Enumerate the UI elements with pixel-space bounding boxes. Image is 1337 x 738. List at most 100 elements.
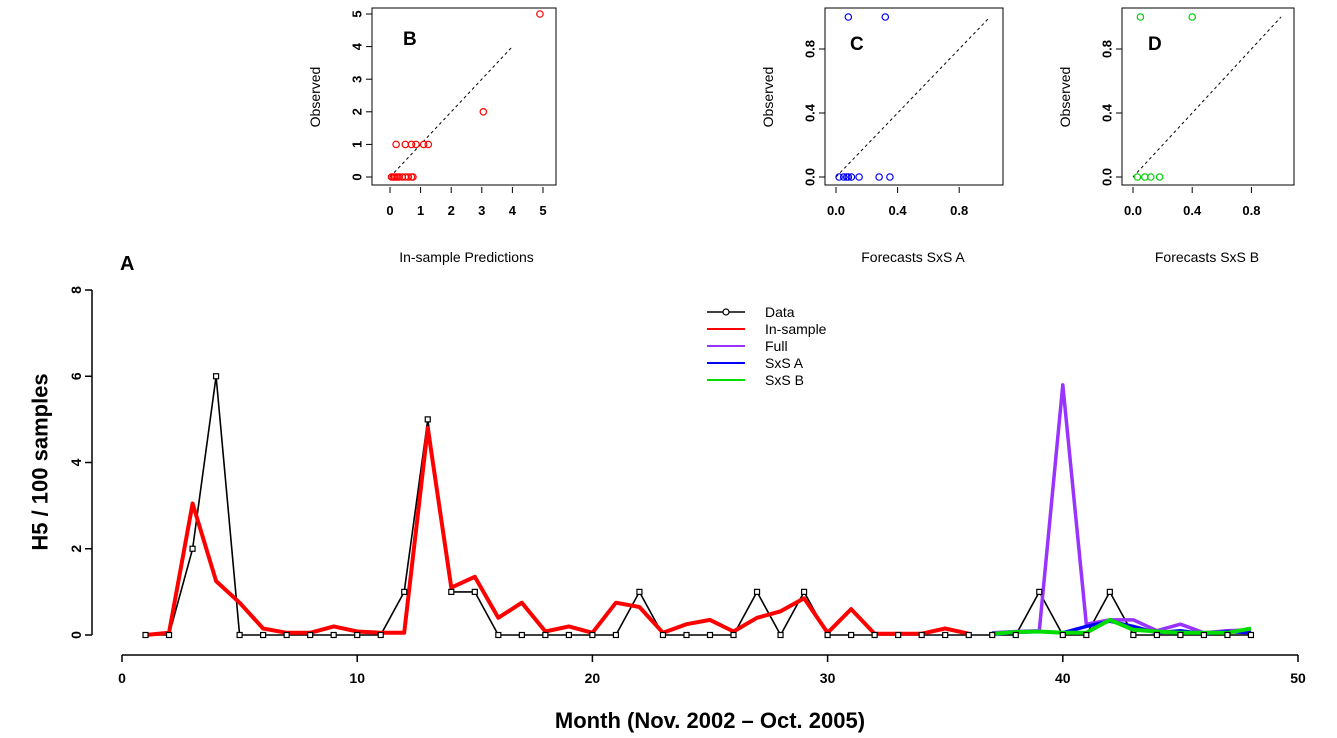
scatter-point [886, 173, 894, 181]
data-point [471, 588, 478, 595]
y-tick-label: 0.8 [803, 40, 818, 58]
y-tick-label: 4 [350, 42, 365, 50]
data-point [777, 631, 784, 639]
y-tick-label: 0 [68, 631, 84, 639]
x-axis-title: Month (Nov. 2002 – Oct. 2005) [555, 708, 865, 733]
data-point [706, 631, 714, 639]
scatter-point [844, 13, 853, 21]
data-point [800, 588, 808, 595]
reference-diagonal [1132, 16, 1282, 178]
x-tick-label: 10 [349, 670, 365, 686]
panel-d: 0.0 0.4 0.8 0.0 0.4 0.8 D Observed Forecasts SxS… [1057, 7, 1295, 265]
y-tick-label: 1 [350, 141, 365, 148]
y-axis-title: Observed [760, 67, 776, 128]
data-point [142, 631, 149, 639]
y-tick-label: 2 [350, 108, 365, 115]
y-tick-label: 4 [68, 458, 84, 466]
data-point [730, 631, 737, 639]
scatter-point [392, 140, 400, 149]
data-point [448, 588, 455, 595]
x-tick-label: 30 [820, 670, 836, 686]
scatter-point [409, 173, 417, 181]
series-line-data [145, 375, 1251, 636]
data-point [965, 631, 972, 639]
legend-label: SxS B [765, 372, 804, 388]
data-point [1036, 588, 1043, 595]
data-point [307, 631, 314, 639]
panel-a: 0 10 20 30 40 50 0 2 4 6 8 Month (Nov. 2002 – Oct. … [28, 253, 1306, 733]
data-point [542, 631, 549, 639]
x-tick-label: 0 [386, 203, 393, 218]
data-point [659, 631, 667, 639]
data-point [518, 631, 525, 639]
y-axis-title: Observed [1057, 67, 1073, 128]
legend-label: Full [765, 338, 788, 354]
y-axis-title: Observed [307, 67, 323, 128]
data-point [1247, 631, 1255, 639]
data-point [989, 631, 996, 639]
scatter-point [404, 173, 413, 181]
x-tick-label: 20 [585, 670, 601, 686]
x-tick-label: 2 [448, 203, 455, 218]
legend-marker [722, 308, 730, 316]
y-axis-title: H5 / 100 samples [28, 373, 53, 550]
x-tick-label: 50 [1290, 670, 1306, 686]
series-line-full [992, 383, 1252, 635]
data-point [636, 588, 643, 595]
data-point [236, 631, 243, 639]
reference-diagonal [835, 16, 991, 178]
data-point [942, 631, 949, 639]
x-tick-label: 3 [478, 203, 485, 218]
y-tick-label: 0.8 [1100, 40, 1115, 58]
data-point [377, 631, 384, 639]
plot-frame [824, 7, 1004, 186]
y-tick-label: 6 [68, 372, 84, 380]
plot-frame [371, 7, 557, 186]
x-axis-title: In-sample Predictions [399, 249, 534, 265]
data-point [212, 373, 220, 380]
data-point [354, 631, 361, 639]
data-point [918, 631, 925, 639]
scatter-point [1136, 13, 1145, 21]
x-tick-label: 40 [1055, 670, 1071, 686]
data-point [895, 631, 902, 639]
scatter-point [1155, 173, 1164, 181]
data-point [495, 631, 502, 639]
scatter-point [875, 173, 883, 181]
data-point [1224, 631, 1231, 639]
reference-diagonal [389, 46, 513, 178]
data-point [165, 631, 173, 639]
series-line-sxs-b [992, 617, 1252, 636]
data-point [1059, 631, 1066, 639]
data-point [424, 416, 431, 423]
data-point [1130, 631, 1137, 639]
panel-label-b: B [403, 29, 417, 50]
y-tick-label: 0.4 [803, 103, 818, 122]
y-tick-label: 0.0 [1100, 168, 1115, 186]
x-tick-label: 0.8 [1242, 203, 1260, 218]
legend-label: Data [765, 304, 795, 320]
scatter-point [844, 173, 853, 181]
x-tick-label: 0.0 [827, 203, 845, 218]
y-tick-label: 0.4 [1100, 103, 1115, 122]
x-tick-label: 5 [539, 203, 546, 218]
data-point [612, 631, 620, 639]
data-point [189, 545, 196, 552]
x-axis-title: Forecasts SxS B [1155, 249, 1259, 265]
scatter-point [1146, 173, 1155, 181]
data-point [1012, 631, 1019, 639]
y-tick-label: 2 [68, 545, 84, 553]
data-point [1106, 588, 1113, 595]
scatter-point [412, 140, 420, 149]
data-point [283, 631, 290, 639]
data-point [260, 631, 267, 639]
y-tick-label: 8 [68, 286, 84, 294]
data-point [589, 631, 596, 639]
scatter-point [479, 108, 488, 116]
scatter-point [536, 10, 544, 18]
data-point [330, 631, 337, 639]
panel-label-a: A [120, 253, 134, 275]
data-point [401, 588, 408, 595]
y-tick-label: 0.0 [803, 168, 818, 186]
panel-b: 0 1 2 3 4 5 0 1 2 3 4 5 B Observed In-sample Predictio… [307, 7, 557, 265]
